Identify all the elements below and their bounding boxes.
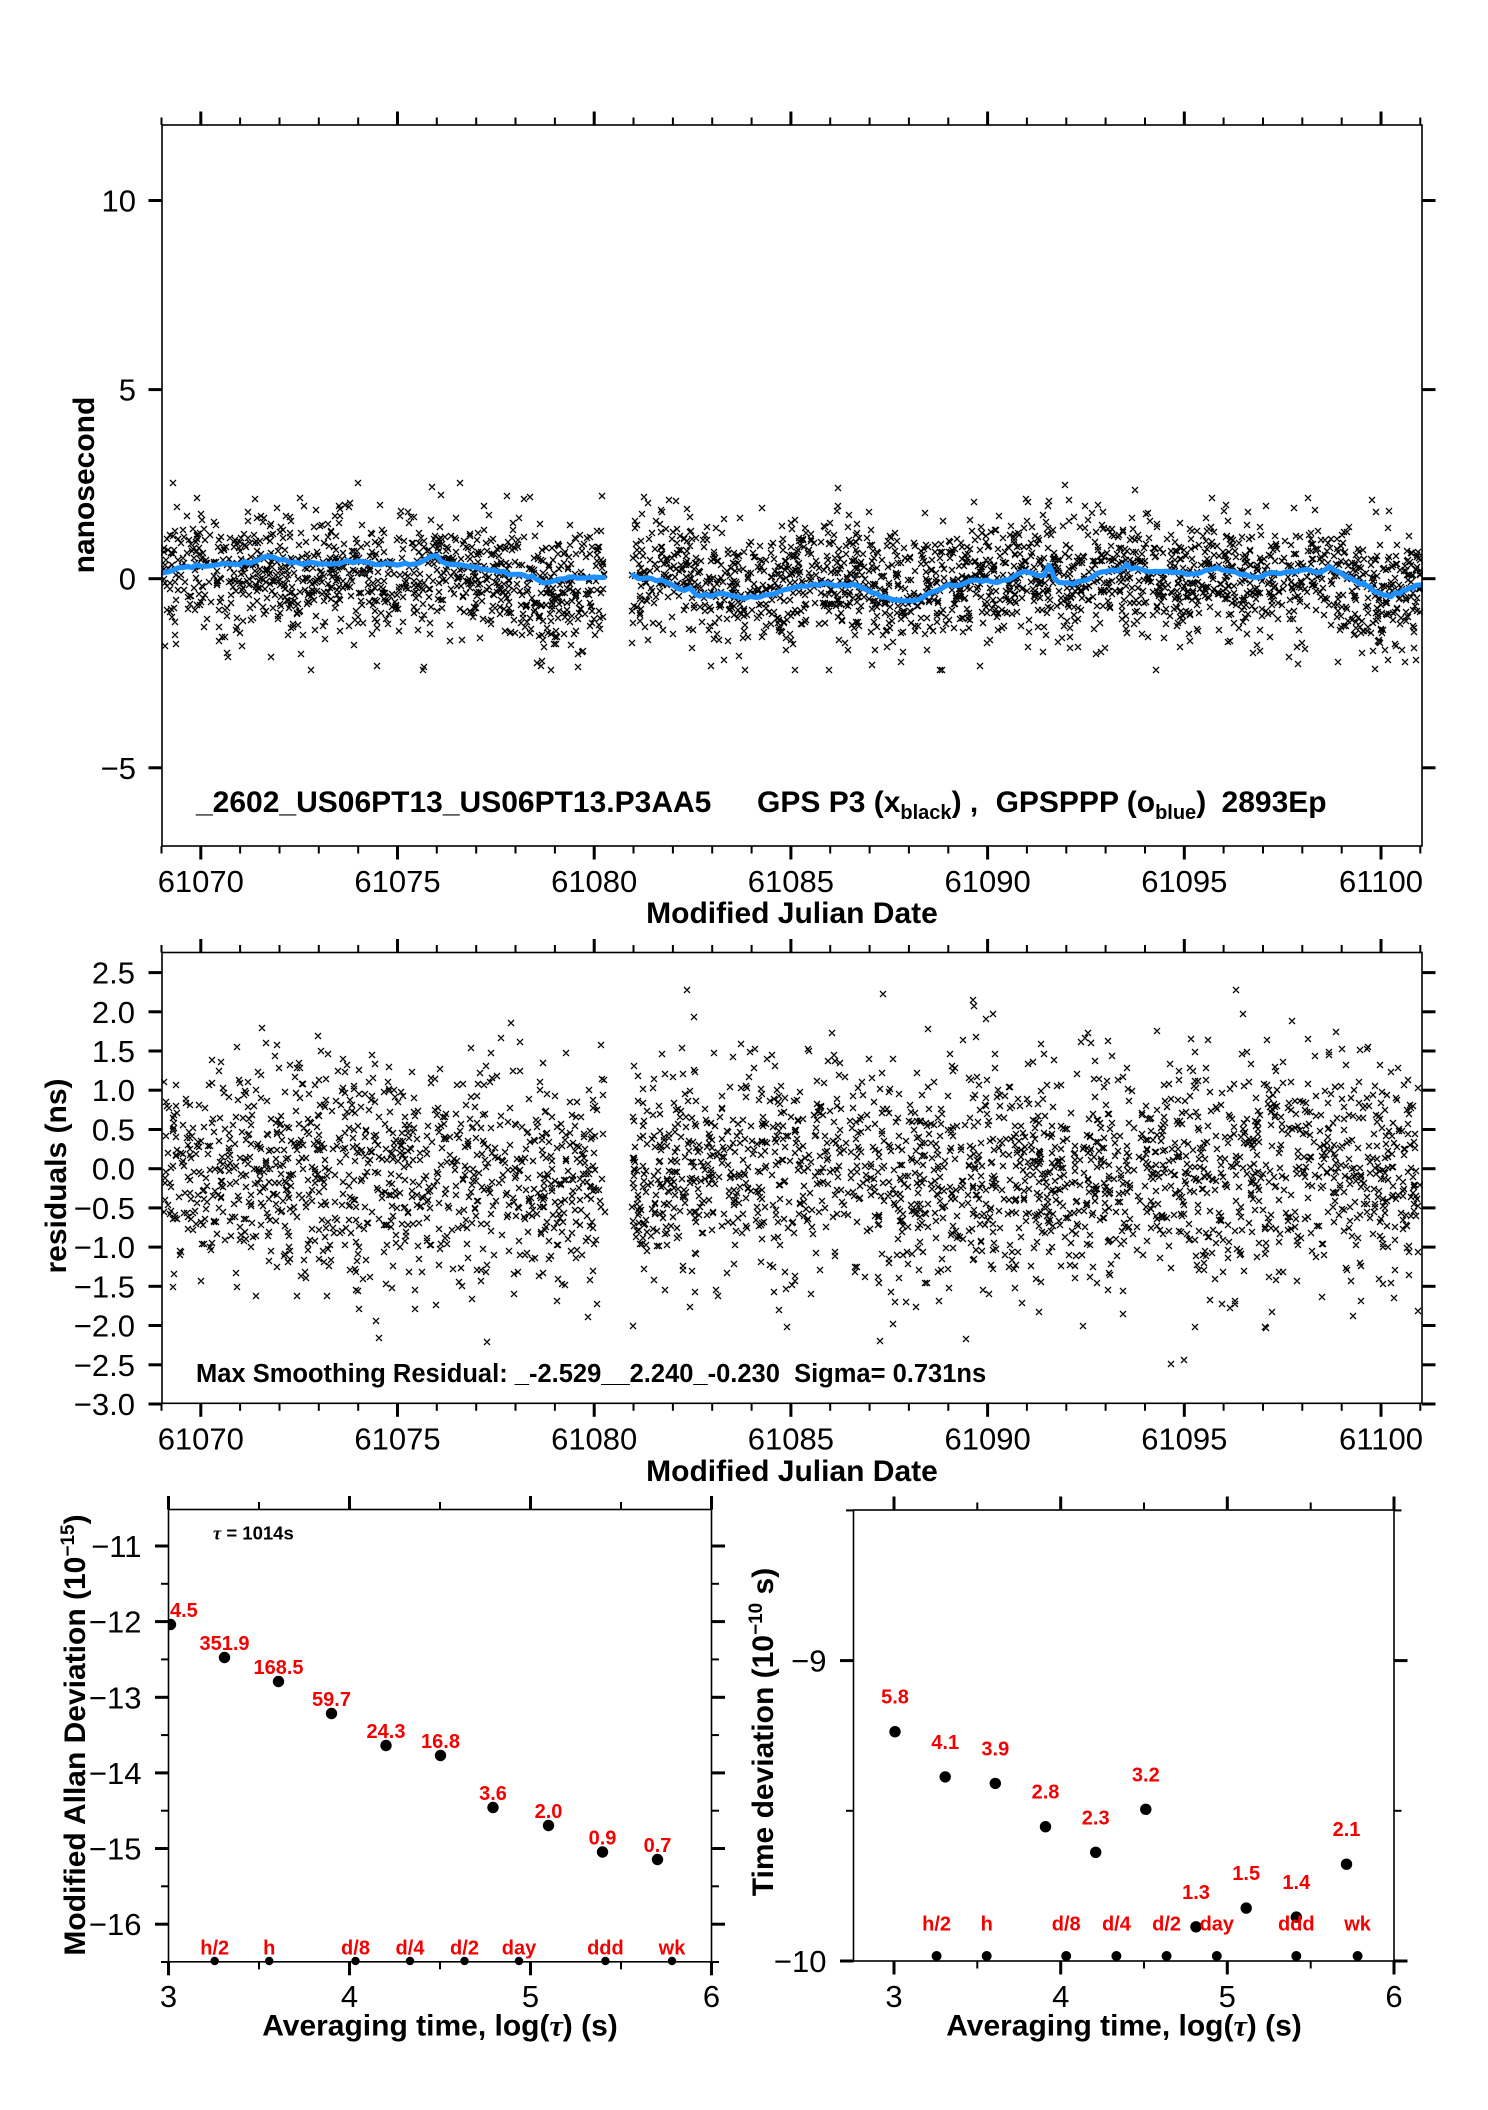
svg-text:2.8: 2.8 [1032,1782,1060,1804]
svg-text:61080: 61080 [551,1422,637,1457]
svg-text:1.3: 1.3 [1182,1882,1210,1904]
svg-text:d/8: d/8 [341,1938,370,1960]
svg-text:d/2: d/2 [1152,1914,1181,1936]
svg-text:−14: −14 [89,1756,142,1791]
svg-text:wk: wk [1343,1914,1372,1936]
svg-text:5: 5 [119,373,136,408]
svg-text:day: day [502,1938,537,1960]
svg-text:61070: 61070 [158,864,244,899]
svg-text:0.0: 0.0 [92,1152,135,1187]
svg-text:2.3: 2.3 [1082,1807,1110,1829]
svg-text:61090: 61090 [944,1422,1030,1457]
svg-text:τ = 1014s: τ = 1014s [213,1523,294,1545]
svg-text:6: 6 [703,1979,720,2014]
svg-text:3.9: 3.9 [981,1738,1009,1760]
svg-text:0.7: 0.7 [644,1835,672,1857]
svg-text:−15: −15 [89,1832,142,1867]
svg-text:59.7: 59.7 [312,1689,351,1711]
svg-text:−2.5: −2.5 [74,1348,135,1383]
svg-text:2.0: 2.0 [92,995,135,1030]
svg-text:Time deviation (10−10 s): Time deviation (10−10 s) [746,1568,780,1896]
svg-text:0.5: 0.5 [92,1113,135,1148]
svg-text:3: 3 [885,1979,902,2014]
svg-text:61090: 61090 [944,864,1030,899]
svg-text:3: 3 [160,1979,177,2014]
svg-text:_2602_US06PT13_US06PT13.P3AA5: _2602_US06PT13_US06PT13.P3AA5 [195,786,711,819]
svg-text:0: 0 [119,562,136,597]
svg-text:Averaging time, log(τ) (s): Averaging time, log(τ) (s) [262,2010,618,2043]
svg-text:−1.5: −1.5 [74,1269,135,1304]
svg-text:2.5: 2.5 [92,956,135,991]
svg-text:61100: 61100 [1339,864,1423,899]
svg-text:61080: 61080 [551,864,637,899]
svg-text:1.5: 1.5 [1232,1863,1260,1885]
svg-text:Modified Julian Date: Modified Julian Date [646,1455,938,1488]
svg-text:4: 4 [341,1979,358,2014]
svg-text:−12: −12 [89,1605,142,1640]
svg-text:61075: 61075 [354,864,440,899]
svg-text:−10: −10 [774,1944,827,1979]
svg-text:1.4: 1.4 [1282,1872,1311,1894]
svg-text:−2.0: −2.0 [74,1309,135,1344]
svg-text:wk: wk [658,1938,687,1960]
svg-text:5: 5 [1219,1979,1236,2014]
svg-text:Max Smoothing Residual: _-2.52: Max Smoothing Residual: _-2.529__2.240_-… [196,1360,986,1388]
svg-text:nanosecond: nanosecond [68,397,101,574]
svg-text:Modified Allan Deviation (10−1: Modified Allan Deviation (10−15) [58,1514,92,1955]
svg-text:10: 10 [102,184,136,219]
svg-text:61095: 61095 [1141,864,1227,899]
svg-text:61100: 61100 [1339,1422,1423,1457]
svg-text:0.9: 0.9 [589,1828,617,1850]
svg-text:61095: 61095 [1141,1422,1227,1457]
svg-text:5: 5 [522,1979,539,2014]
svg-text:ddd: ddd [587,1938,624,1960]
svg-text:4.5: 4.5 [170,1600,198,1622]
svg-text:Modified Julian Date: Modified Julian Date [646,897,938,930]
svg-text:168.5: 168.5 [253,1657,303,1679]
svg-text:61085: 61085 [748,864,834,899]
svg-text:351.9: 351.9 [199,1633,249,1655]
svg-text:2.0: 2.0 [535,1801,563,1823]
svg-text:residuals (ns): residuals (ns) [40,1078,73,1273]
svg-text:−13: −13 [89,1680,142,1715]
svg-text:−0.5: −0.5 [74,1191,135,1226]
svg-text:4: 4 [1052,1979,1069,2014]
svg-text:5.8: 5.8 [881,1687,909,1709]
svg-text:3.2: 3.2 [1132,1764,1160,1786]
svg-text:1.5: 1.5 [92,1034,135,1069]
svg-text:d/4: d/4 [1102,1914,1132,1936]
svg-text:24.3: 24.3 [367,1721,406,1743]
svg-text:ddd: ddd [1278,1914,1315,1936]
svg-text:16.8: 16.8 [421,1731,460,1753]
svg-text:3.6: 3.6 [479,1783,507,1805]
svg-text:−11: −11 [91,1529,141,1564]
svg-text:4.1: 4.1 [931,1732,959,1754]
svg-text:−16: −16 [89,1907,142,1942]
svg-text:GPS P3 (xblack) , GPSPPP (oblu: GPS P3 (xblack) , GPSPPP (oblue) 2893Ep [757,786,1327,824]
svg-text:h: h [981,1914,993,1936]
svg-text:61085: 61085 [748,1422,834,1457]
svg-text:6: 6 [1385,1979,1402,2014]
svg-text:2.1: 2.1 [1333,1819,1361,1841]
svg-text:d/4: d/4 [396,1938,426,1960]
svg-text:h/2: h/2 [922,1914,951,1936]
svg-text:−9: −9 [791,1644,826,1679]
svg-text:61075: 61075 [354,1422,440,1457]
svg-text:h: h [263,1938,275,1960]
svg-text:d/8: d/8 [1052,1914,1081,1936]
svg-text:−5: −5 [101,751,136,786]
svg-text:day: day [1200,1914,1235,1936]
svg-text:1.0: 1.0 [92,1073,135,1108]
svg-text:Averaging time, log(τ) (s): Averaging time, log(τ) (s) [946,2010,1302,2043]
svg-text:h/2: h/2 [200,1938,229,1960]
svg-text:61070: 61070 [158,1422,244,1457]
svg-text:−1.0: −1.0 [74,1230,135,1265]
svg-text:d/2: d/2 [450,1938,479,1960]
svg-text:−3.0: −3.0 [74,1387,135,1422]
